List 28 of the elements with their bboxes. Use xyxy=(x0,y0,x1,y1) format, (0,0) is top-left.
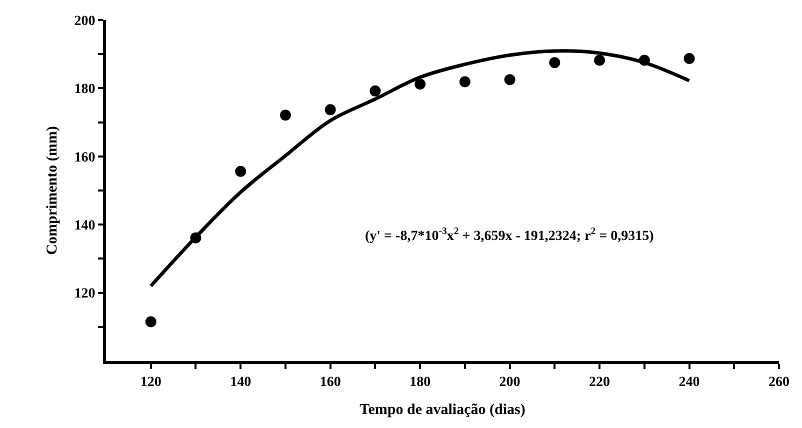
point xyxy=(684,53,695,64)
y-tick-label: 120 xyxy=(74,286,96,302)
line-series xyxy=(149,49,692,288)
x-tick-label: 120 xyxy=(140,374,162,390)
x-tick-label: 200 xyxy=(499,374,520,390)
point xyxy=(235,166,246,177)
x-tick-label: 240 xyxy=(678,374,700,390)
point xyxy=(459,76,470,88)
x-tick-label: 180 xyxy=(410,374,431,390)
point xyxy=(414,78,426,90)
point xyxy=(280,110,291,121)
x-tick-label: 160 xyxy=(320,374,341,390)
y-tick-label: 180 xyxy=(74,82,96,98)
y-axis-title: Comprimento (mm) xyxy=(44,126,60,255)
point xyxy=(370,85,381,96)
point xyxy=(549,57,560,68)
y-tick-label: 160 xyxy=(74,150,96,166)
x-tick-label: 220 xyxy=(589,374,610,390)
x-axis-title: Tempo de avaliação (dias) xyxy=(360,402,526,418)
annotation: (y' = -8,7*10$^{-3}$x$^{2}$ + 3,659x - 191,2324; r$^{2}$ = 0,9315) xyxy=(365,226,654,244)
point xyxy=(324,104,336,116)
x-tick-label: 260 xyxy=(768,374,790,390)
point xyxy=(504,74,516,86)
y-tick-label: 200 xyxy=(74,14,96,29)
point xyxy=(145,316,156,328)
x-tick-label: 140 xyxy=(230,374,252,390)
y-tick-label: 140 xyxy=(74,218,96,234)
point xyxy=(594,54,606,66)
